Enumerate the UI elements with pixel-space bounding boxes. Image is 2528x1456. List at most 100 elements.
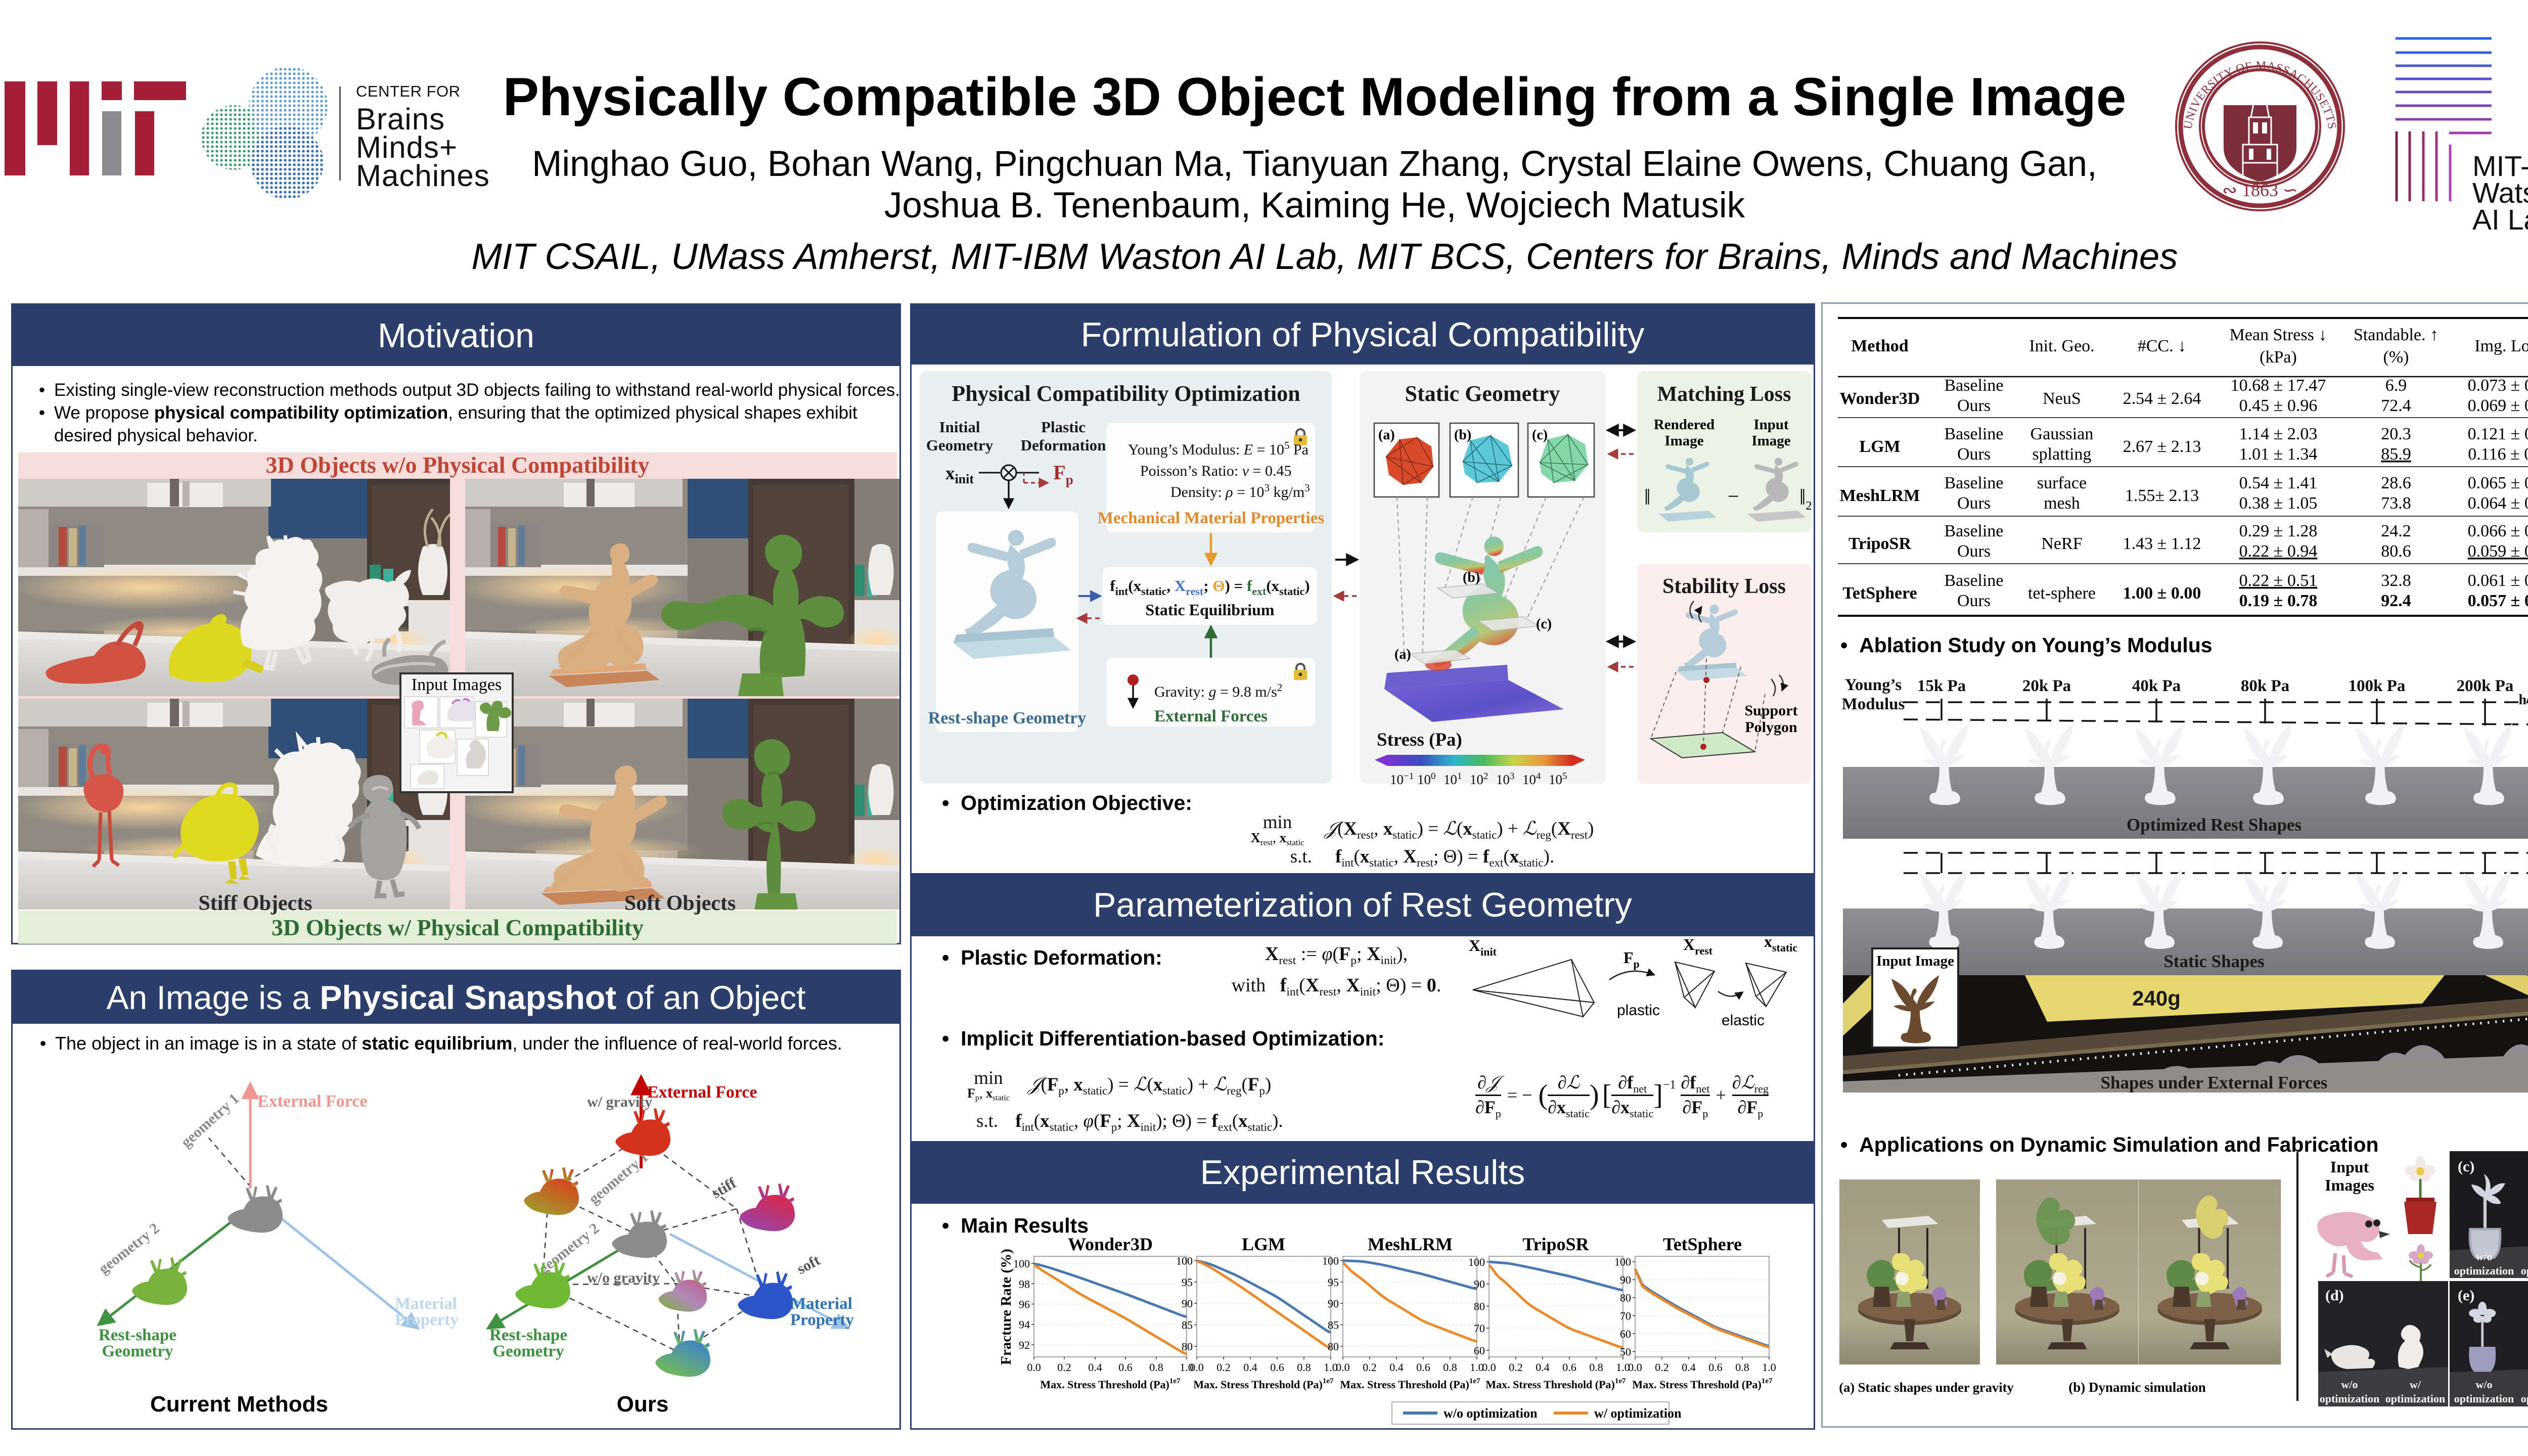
svg-text:0.4: 0.4: [1088, 1361, 1102, 1374]
svg-text:Geometry: Geometry: [102, 1342, 173, 1360]
svg-text:Input: Input: [2330, 1158, 2369, 1176]
svg-text:80: 80: [1620, 1292, 1631, 1304]
svg-text:92.4: 92.4: [2381, 592, 2411, 610]
svg-text:Density: ρ = 103 kg/m3: Density: ρ = 103 kg/m3: [1170, 482, 1310, 500]
svg-text:0.45 ± 0.96: 0.45 ± 0.96: [2239, 396, 2318, 415]
svg-text:(a): (a): [1394, 647, 1411, 662]
svg-text:0.2: 0.2: [1363, 1361, 1377, 1374]
svg-text:Standable. ↑: Standable. ↑: [2354, 326, 2439, 344]
svg-text:0.22 ± 0.51: 0.22 ± 0.51: [2239, 571, 2318, 590]
svg-text:Max. Stress Threshold (Pa)1e7: Max. Stress Threshold (Pa)1e7: [1040, 1377, 1181, 1391]
svg-text:Deformation: Deformation: [1021, 436, 1106, 454]
svg-text:w/ gravity: w/ gravity: [587, 1094, 652, 1110]
svg-text:w/o: w/o: [2476, 1378, 2493, 1391]
svg-text:Young’s: Young’s: [1845, 676, 1902, 694]
svg-text:w/o gravity: w/o gravity: [587, 1269, 660, 1286]
svg-text:Wonder3D: Wonder3D: [1068, 1235, 1153, 1254]
svg-text:stiff: stiff: [709, 1174, 740, 1202]
svg-text:2.54 ± 2.64: 2.54 ± 2.64: [2123, 389, 2201, 408]
svg-text:15k Pa: 15k Pa: [1917, 677, 1966, 695]
svg-text:32.8: 32.8: [2381, 571, 2411, 590]
svg-text:Ours: Ours: [1957, 445, 1991, 464]
svg-text:20k Pa: 20k Pa: [2022, 677, 2071, 695]
svg-text:w/ optimization: w/ optimization: [1594, 1406, 1682, 1421]
svg-text:200k Pa: 200k Pa: [2457, 677, 2514, 695]
svg-text:90: 90: [1474, 1278, 1485, 1291]
svg-text:Fracture Rate (%): Fracture Rate (%): [998, 1249, 1014, 1365]
svg-text:optimization: optimization: [2385, 1392, 2446, 1405]
svg-text:(c): (c): [1532, 427, 1548, 443]
svg-text:(a): (a): [1378, 427, 1395, 443]
svg-text:80: 80: [1474, 1300, 1485, 1312]
svg-text:Stability Loss: Stability Loss: [1662, 575, 1786, 598]
svg-text:Ours: Ours: [1957, 396, 1991, 415]
svg-text:0.2: 0.2: [1057, 1361, 1071, 1374]
svg-text:100: 100: [1176, 1255, 1193, 1267]
svg-text:Gravity: g = 9.8 m/s2: Gravity: g = 9.8 m/s2: [1154, 681, 1282, 700]
svg-text:Baseline: Baseline: [1944, 571, 2003, 590]
svg-text:Poisson’s Ratio: ν = 0.45: Poisson’s Ratio: ν = 0.45: [1140, 463, 1291, 479]
svg-text:100: 100: [1468, 1256, 1485, 1268]
svg-text:optimization: optimization: [2320, 1392, 2380, 1405]
svg-text:Rest-shape: Rest-shape: [489, 1326, 567, 1344]
svg-text:0.8: 0.8: [1297, 1361, 1311, 1374]
svg-text:98: 98: [1019, 1278, 1030, 1290]
svg-text:0.2: 0.2: [1509, 1361, 1523, 1374]
svg-text:Ours: Ours: [1957, 494, 1991, 513]
svg-text:Physical Compatibility Optimiz: Physical Compatibility Optimization: [952, 381, 1300, 406]
svg-text:Fp: Fp: [1623, 948, 1640, 970]
svg-text:Mechanical Material Properties: Mechanical Material Properties: [1098, 509, 1325, 527]
svg-text:80k Pa: 80k Pa: [2241, 677, 2289, 695]
svg-text:(c): (c): [2458, 1158, 2474, 1175]
svg-text:90: 90: [1620, 1273, 1631, 1286]
svg-text:MeshLRM: MeshLRM: [1840, 486, 1920, 505]
svg-text:LGM: LGM: [1859, 437, 1900, 456]
svg-text:0.19 ± 0.78: 0.19 ± 0.78: [2239, 592, 2318, 610]
svg-text:splatting: splatting: [2032, 445, 2091, 464]
svg-text:Ours: Ours: [1957, 542, 1991, 561]
svg-text:(b): (b): [1463, 570, 1480, 585]
svg-text:0.29 ± 1.28: 0.29 ± 1.28: [2239, 522, 2318, 540]
svg-text:0.6: 0.6: [1416, 1361, 1430, 1374]
svg-text:‖: ‖: [1644, 485, 1650, 510]
svg-text:0.121 ± 0.091: 0.121 ± 0.091: [2468, 425, 2528, 443]
svg-text:Wonder3D: Wonder3D: [1840, 389, 1920, 408]
svg-text:optimization: optimization: [2521, 1264, 2528, 1277]
svg-text:w/o: w/o: [2476, 1250, 2493, 1263]
svg-text:60: 60: [1474, 1344, 1485, 1357]
svg-text:10.68 ± 17.47: 10.68 ± 17.47: [2231, 376, 2326, 395]
svg-text:xstatic: xstatic: [1764, 932, 1797, 954]
svg-text:Property: Property: [395, 1311, 459, 1329]
svg-text:1.0: 1.0: [1616, 1361, 1630, 1374]
svg-text:Support: Support: [1744, 702, 1797, 719]
svg-text:Rendered: Rendered: [1654, 417, 1714, 433]
svg-text:Mean Stress ↓: Mean Stress ↓: [2230, 326, 2327, 344]
svg-text:Material: Material: [790, 1295, 852, 1313]
svg-text:Initial: Initial: [939, 418, 980, 436]
svg-text:0.064 ± 0.042: 0.064 ± 0.042: [2468, 494, 2528, 513]
svg-text:0.6: 0.6: [1118, 1361, 1133, 1374]
svg-text:geometry 2: geometry 2: [96, 1220, 163, 1278]
svg-text:24.2: 24.2: [2381, 522, 2411, 540]
svg-text:(a) Static shapes under gravit: (a) Static shapes under gravity: [1839, 1380, 2013, 1395]
svg-text:0.38 ± 1.05: 0.38 ± 1.05: [2239, 494, 2318, 513]
svg-text:Shapes under External Forces: Shapes under External Forces: [2101, 1073, 2328, 1093]
svg-text:Stress (Pa): Stress (Pa): [1377, 730, 1462, 750]
svg-text:Static Equilibrium: Static Equilibrium: [1145, 601, 1275, 619]
svg-text:1.00 ± 0.00: 1.00 ± 0.00: [2123, 584, 2201, 603]
svg-text:100: 100: [1417, 771, 1436, 787]
svg-text:72.4: 72.4: [2381, 396, 2411, 415]
svg-text:0.0: 0.0: [1482, 1361, 1496, 1374]
svg-text:Max. Stress Threshold (Pa)1e7: Max. Stress Threshold (Pa)1e7: [1632, 1377, 1773, 1391]
svg-text:0.0: 0.0: [1027, 1361, 1041, 1374]
svg-text:94: 94: [1019, 1318, 1030, 1331]
svg-text:0.8: 0.8: [1735, 1361, 1749, 1374]
svg-text:50: 50: [1620, 1345, 1631, 1358]
svg-text:External Forces: External Forces: [1154, 707, 1268, 725]
svg-text:0.8: 0.8: [1443, 1361, 1457, 1374]
svg-text:85.9: 85.9: [2381, 445, 2411, 464]
svg-text:mesh: mesh: [2044, 494, 2080, 513]
svg-text:0.065 ± 0.042: 0.065 ± 0.042: [2468, 474, 2528, 492]
svg-text:Young’s Modulus: E = 105 Pa: Young’s Modulus: E = 105 Pa: [1128, 439, 1308, 458]
svg-text:w/o optimization: w/o optimization: [1443, 1406, 1538, 1421]
